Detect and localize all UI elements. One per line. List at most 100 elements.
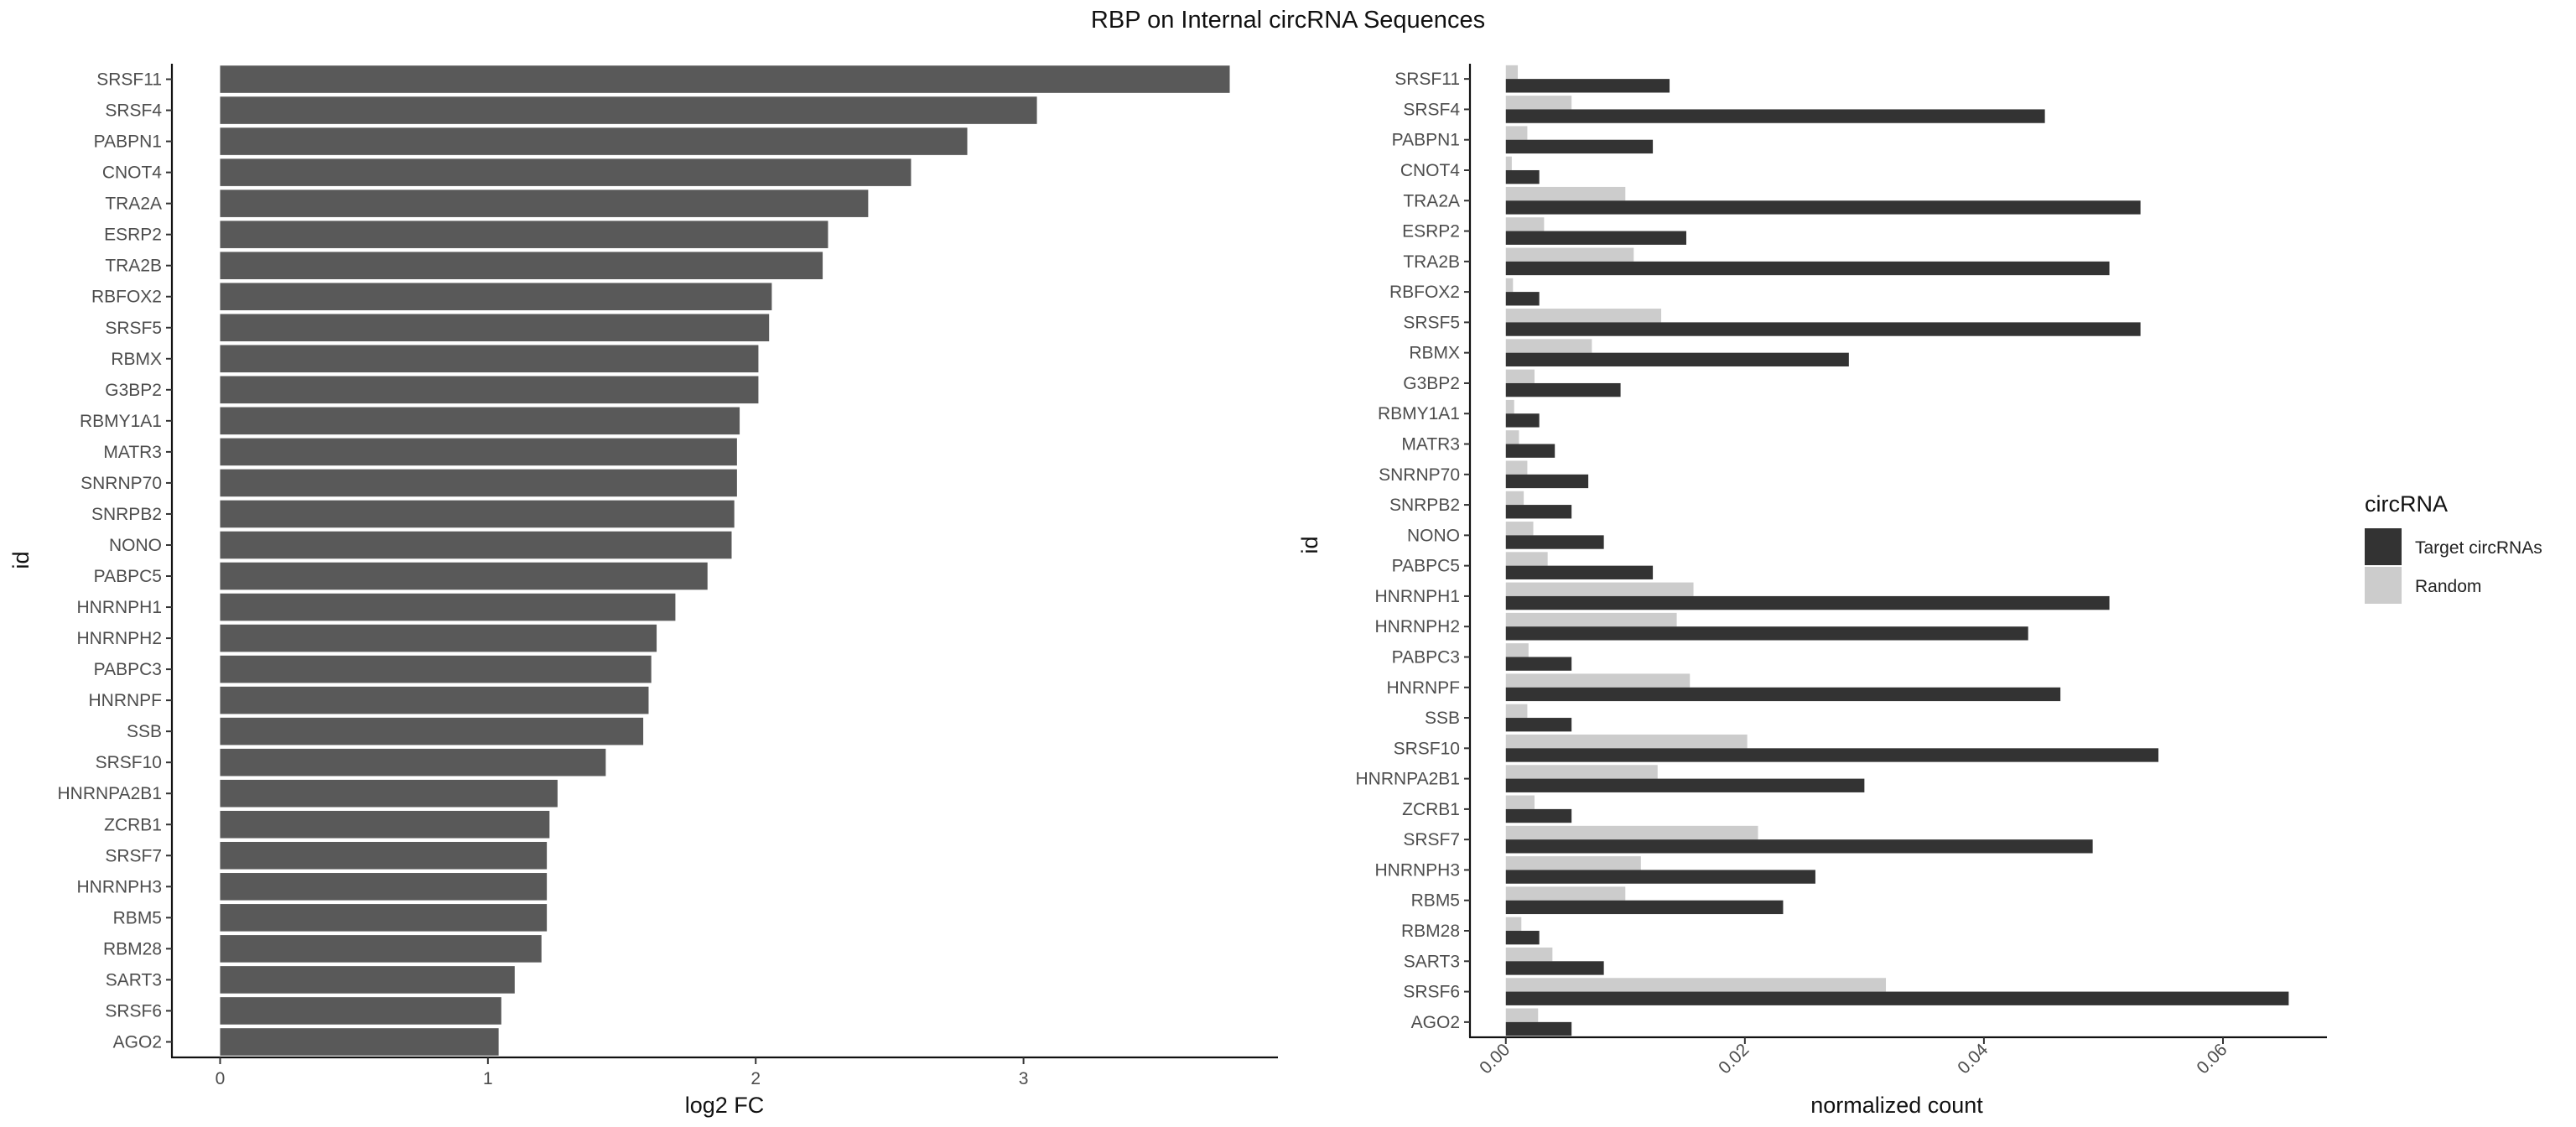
bar-target-hnrnpa2b1 [1505, 778, 1865, 792]
legend: circRNA Target circRNAs Random [2365, 491, 2542, 604]
bar-esrp2 [220, 221, 828, 248]
right-y-tick-label-cnot4: CNOT4 [1400, 161, 1460, 180]
left-y-tick-label-ssb: SSB [127, 722, 162, 741]
right-y-tick-label-pabpc5: PABPC5 [1392, 557, 1460, 576]
left-y-tick-label-zcrb1: ZCRB1 [104, 815, 162, 834]
bar-target-tra2b [1505, 261, 2110, 276]
bar-random-srsf10 [1505, 735, 1748, 749]
right-y-tick-label-esrp2: ESRP2 [1402, 222, 1460, 242]
left-y-tick-label-pabpn1: PABPN1 [94, 132, 162, 152]
bar-target-hnrnph1 [1505, 595, 2110, 610]
right-x-tick-label-0: 0.00 [1476, 1040, 1514, 1078]
bar-rbfox2 [220, 283, 772, 311]
right-y-tick-label-ssb: SSB [1425, 709, 1460, 728]
right-x-tick-label-2: 0.04 [1954, 1040, 1992, 1078]
bar-target-pabpc5 [1505, 565, 1654, 579]
left-y-tick-label-pabpc3: PABPC3 [94, 660, 162, 679]
bar-random-pabpc5 [1505, 552, 1548, 566]
legend-title: circRNA [2365, 491, 2448, 517]
bar-random-rbmx [1505, 339, 1592, 353]
left-y-tick-label-g3bp2: G3BP2 [105, 381, 162, 400]
left-y-tick-label-srsf6: SRSF6 [105, 1001, 162, 1021]
right-y-tick-label-nono: NONO [1407, 526, 1460, 545]
left-y-tick-label-hnrnpa2b1: HNRNPA2B1 [58, 784, 162, 803]
bar-random-rbm28 [1505, 917, 1522, 932]
right-y-tick-label-hnrnph1: HNRNPH1 [1374, 587, 1460, 606]
bar-srsf11 [220, 65, 1230, 93]
left-y-tick-label-rbm5: RBM5 [113, 908, 162, 927]
bar-random-rbm5 [1505, 886, 1626, 901]
bar-random-hnrnph1 [1505, 582, 1694, 596]
bar-target-cnot4 [1505, 169, 1540, 184]
left-x-ticks: 0 1 2 3 [216, 1057, 1028, 1088]
log2fc-bars [220, 65, 1230, 1056]
legend-label-target: Target circRNAs [2415, 538, 2542, 558]
left-y-tick-labels: SRSF11 SRSF4 PABPN1 CNOT4 TRA2A ESRP2 TRA2B RBF… [58, 70, 172, 1052]
bar-random-snrpb2 [1505, 491, 1524, 506]
bar-rbm28 [220, 935, 542, 963]
bar-target-srsf7 [1505, 839, 2093, 854]
bar-srsf5 [220, 314, 770, 342]
right-x-tick-label-1: 0.02 [1715, 1040, 1753, 1078]
right-y-tick-label-srsf10: SRSF10 [1394, 739, 1460, 758]
right-y-tick-label-rbmy1a1: RBMY1A1 [1378, 404, 1460, 423]
bar-srsf6 [220, 997, 501, 1025]
bar-random-srsf6 [1505, 978, 1887, 992]
left-y-tick-label-tra2b: TRA2B [105, 257, 162, 276]
bar-srsf7 [220, 842, 548, 870]
right-y-axis-title: id [1297, 536, 1322, 553]
left-x-tick-label-1: 1 [483, 1069, 493, 1088]
right-y-tick-label-snrpb2: SNRPB2 [1389, 496, 1460, 515]
bar-target-hnrnph2 [1505, 626, 2028, 641]
bar-pabpc5 [220, 562, 708, 590]
right-y-tick-label-hnrnpf: HNRNPF [1387, 678, 1461, 698]
left-y-tick-label-tra2a: TRA2A [105, 195, 162, 214]
bar-target-hnrnpf [1505, 687, 2061, 702]
bar-tra2b [220, 252, 823, 279]
right-y-tick-label-zcrb1: ZCRB1 [1402, 800, 1460, 819]
bar-target-srsf10 [1505, 748, 2159, 762]
bar-random-matr3 [1505, 430, 1519, 444]
bar-sart3 [220, 966, 515, 994]
bar-target-rbmx [1505, 352, 1849, 366]
right-y-tick-label-snrnp70: SNRNP70 [1379, 465, 1460, 485]
bar-target-pabpc3 [1505, 657, 1572, 671]
right-y-tick-label-rbmx: RBMX [1409, 344, 1460, 363]
left-y-tick-label-rbmy1a1: RBMY1A1 [80, 412, 162, 431]
left-y-tick-label-matr3: MATR3 [103, 443, 162, 462]
normalized-count-panel: SRSF11 SRSF4 PABPN1 CNOT4 TRA2A ESRP2 TRA2B RBF… [1297, 64, 2327, 1118]
left-y-tick-label-cnot4: CNOT4 [102, 164, 162, 183]
bar-random-rbfox2 [1505, 278, 1514, 293]
right-y-tick-label-rbfox2: RBFOX2 [1389, 283, 1460, 302]
left-x-axis-title: log2 FC [685, 1093, 765, 1118]
right-y-tick-label-srsf11: SRSF11 [1394, 70, 1460, 89]
bar-target-g3bp2 [1505, 382, 1621, 397]
bar-target-rbmy1a1 [1505, 413, 1540, 428]
bar-snrnp70 [220, 469, 737, 497]
bar-target-nono [1505, 535, 1604, 549]
left-y-tick-label-srsf10: SRSF10 [96, 753, 162, 772]
bar-random-ssb [1505, 704, 1528, 719]
left-y-tick-label-srsf11: SRSF11 [96, 70, 162, 90]
bar-snrpb2 [220, 500, 735, 528]
bar-random-srsf11 [1505, 65, 1519, 80]
bar-target-srsf4 [1505, 109, 2045, 123]
bar-pabpn1 [220, 127, 968, 155]
bar-tra2a [220, 190, 869, 217]
bar-target-srsf6 [1505, 991, 2289, 1005]
bar-random-hnrnpf [1505, 673, 1690, 688]
bar-target-ago2 [1505, 1021, 1572, 1036]
bar-target-rbm5 [1505, 900, 1784, 915]
bar-random-tra2b [1505, 247, 1634, 262]
bar-random-rbmy1a1 [1505, 399, 1514, 414]
right-y-tick-label-sart3: SART3 [1404, 952, 1460, 971]
left-x-tick-label-2: 2 [750, 1069, 761, 1088]
bar-target-snrnp70 [1505, 474, 1589, 489]
right-y-tick-label-rbm28: RBM28 [1401, 922, 1460, 941]
bar-ssb [220, 717, 644, 745]
bar-srsf4 [220, 96, 1037, 124]
right-y-tick-label-srsf5: SRSF5 [1403, 313, 1460, 332]
bar-random-g3bp2 [1505, 369, 1535, 383]
left-y-tick-label-rbm28: RBM28 [103, 939, 162, 958]
